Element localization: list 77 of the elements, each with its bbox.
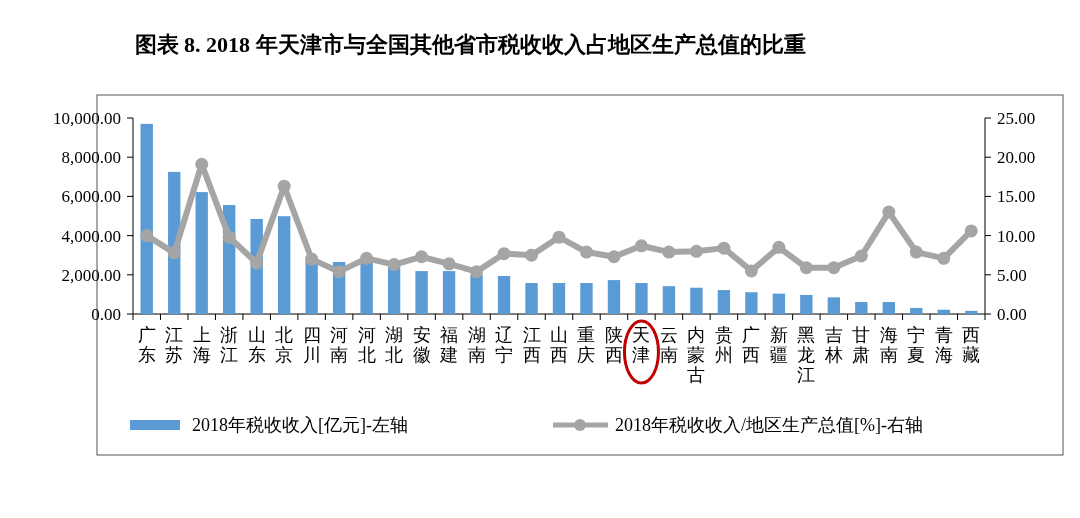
point (689, 244, 703, 258)
x-tick-label: 安徽 (412, 325, 431, 365)
chart-title: 图表 8. 2018 年天津市与全国其他省市税收收入占地区生产总值的比重 (134, 32, 806, 57)
point (662, 245, 676, 259)
x-tick-label: 重庆 (577, 325, 596, 365)
point (579, 245, 593, 259)
point (305, 252, 319, 266)
point (882, 205, 896, 219)
x-tick-label: 河北 (357, 325, 376, 365)
y2-tick-label: 15.00 (997, 187, 1036, 207)
point (470, 265, 484, 279)
x-tick-label: 湖南 (467, 325, 486, 365)
x-tick-label: 海南 (879, 325, 898, 365)
point (909, 245, 923, 259)
point (552, 230, 566, 244)
point (195, 157, 209, 171)
x-tick-label: 上海 (192, 325, 211, 365)
y2-tick-label: 5.00 (997, 265, 1027, 285)
point (222, 230, 236, 244)
x-tick-label: 西藏 (962, 325, 981, 365)
y-tick-label: 0.00 (91, 305, 121, 324)
x-tick-label: 宁夏 (907, 325, 926, 365)
x-tick-label: 江苏 (165, 325, 184, 365)
x-tick-label: 吉林 (823, 325, 843, 365)
point (525, 248, 539, 262)
y-tick-label: 6,000.00 (61, 187, 121, 207)
point (167, 246, 181, 260)
y2-tick-label: 10.00 (997, 226, 1036, 246)
point (854, 249, 868, 263)
point (772, 240, 786, 254)
point (360, 251, 374, 265)
point (442, 257, 456, 271)
point (332, 265, 346, 279)
x-tick-label: 北京 (275, 325, 294, 365)
x-tick-label: 四川 (302, 325, 321, 365)
point (937, 251, 951, 265)
point (607, 250, 621, 264)
x-tick-label: 天津 (632, 325, 651, 365)
point (387, 258, 401, 272)
point (497, 247, 511, 261)
x-tick-label: 湖北 (385, 325, 404, 365)
x-tick-label: 黑龙江 (797, 325, 816, 385)
point (140, 229, 154, 243)
x-tick-label: 广东 (137, 325, 156, 365)
point (250, 256, 264, 270)
x-tick-label: 云南 (659, 325, 678, 365)
legend-label: 2018年税收收入[亿元]-左轴 (192, 415, 408, 435)
y2-tick-label: 0.00 (997, 305, 1027, 324)
y2-tick-label: 20.00 (997, 148, 1036, 168)
x-tick-label: 陕西 (604, 325, 623, 365)
y-tick-label: 4,000.00 (61, 226, 121, 246)
x-tick-label: 贵州 (714, 325, 733, 365)
x-tick-label: 河南 (330, 325, 349, 365)
point (799, 261, 813, 275)
x-tick-label: 山东 (247, 325, 266, 365)
x-tick-label: 新疆 (769, 325, 788, 365)
x-tick-label: 广西 (742, 325, 761, 365)
legend-label: 2018年税收收入/地区生产总值[%]-右轴 (614, 415, 923, 435)
y-tick-label: 2,000.00 (61, 265, 121, 285)
y-tick-label: 8,000.00 (61, 148, 121, 168)
x-tick-label: 青海 (934, 325, 953, 365)
point (277, 179, 291, 193)
point (744, 264, 758, 278)
point (415, 250, 429, 264)
point (634, 239, 648, 253)
x-tick-label: 浙江 (220, 325, 239, 365)
point (827, 261, 841, 275)
y-tick-label: 10,000.00 (53, 109, 121, 128)
x-tick-label: 山西 (550, 325, 568, 365)
x-tick-label: 甘肃 (852, 325, 871, 365)
point (717, 241, 731, 255)
x-tick-label: 辽宁 (495, 325, 514, 365)
x-tick-label: 福建 (439, 325, 459, 365)
y2-tick-label: 25.00 (997, 109, 1036, 128)
x-tick-label: 江西 (522, 325, 541, 365)
x-tick-label: 内蒙古 (687, 325, 706, 385)
point (964, 224, 978, 238)
